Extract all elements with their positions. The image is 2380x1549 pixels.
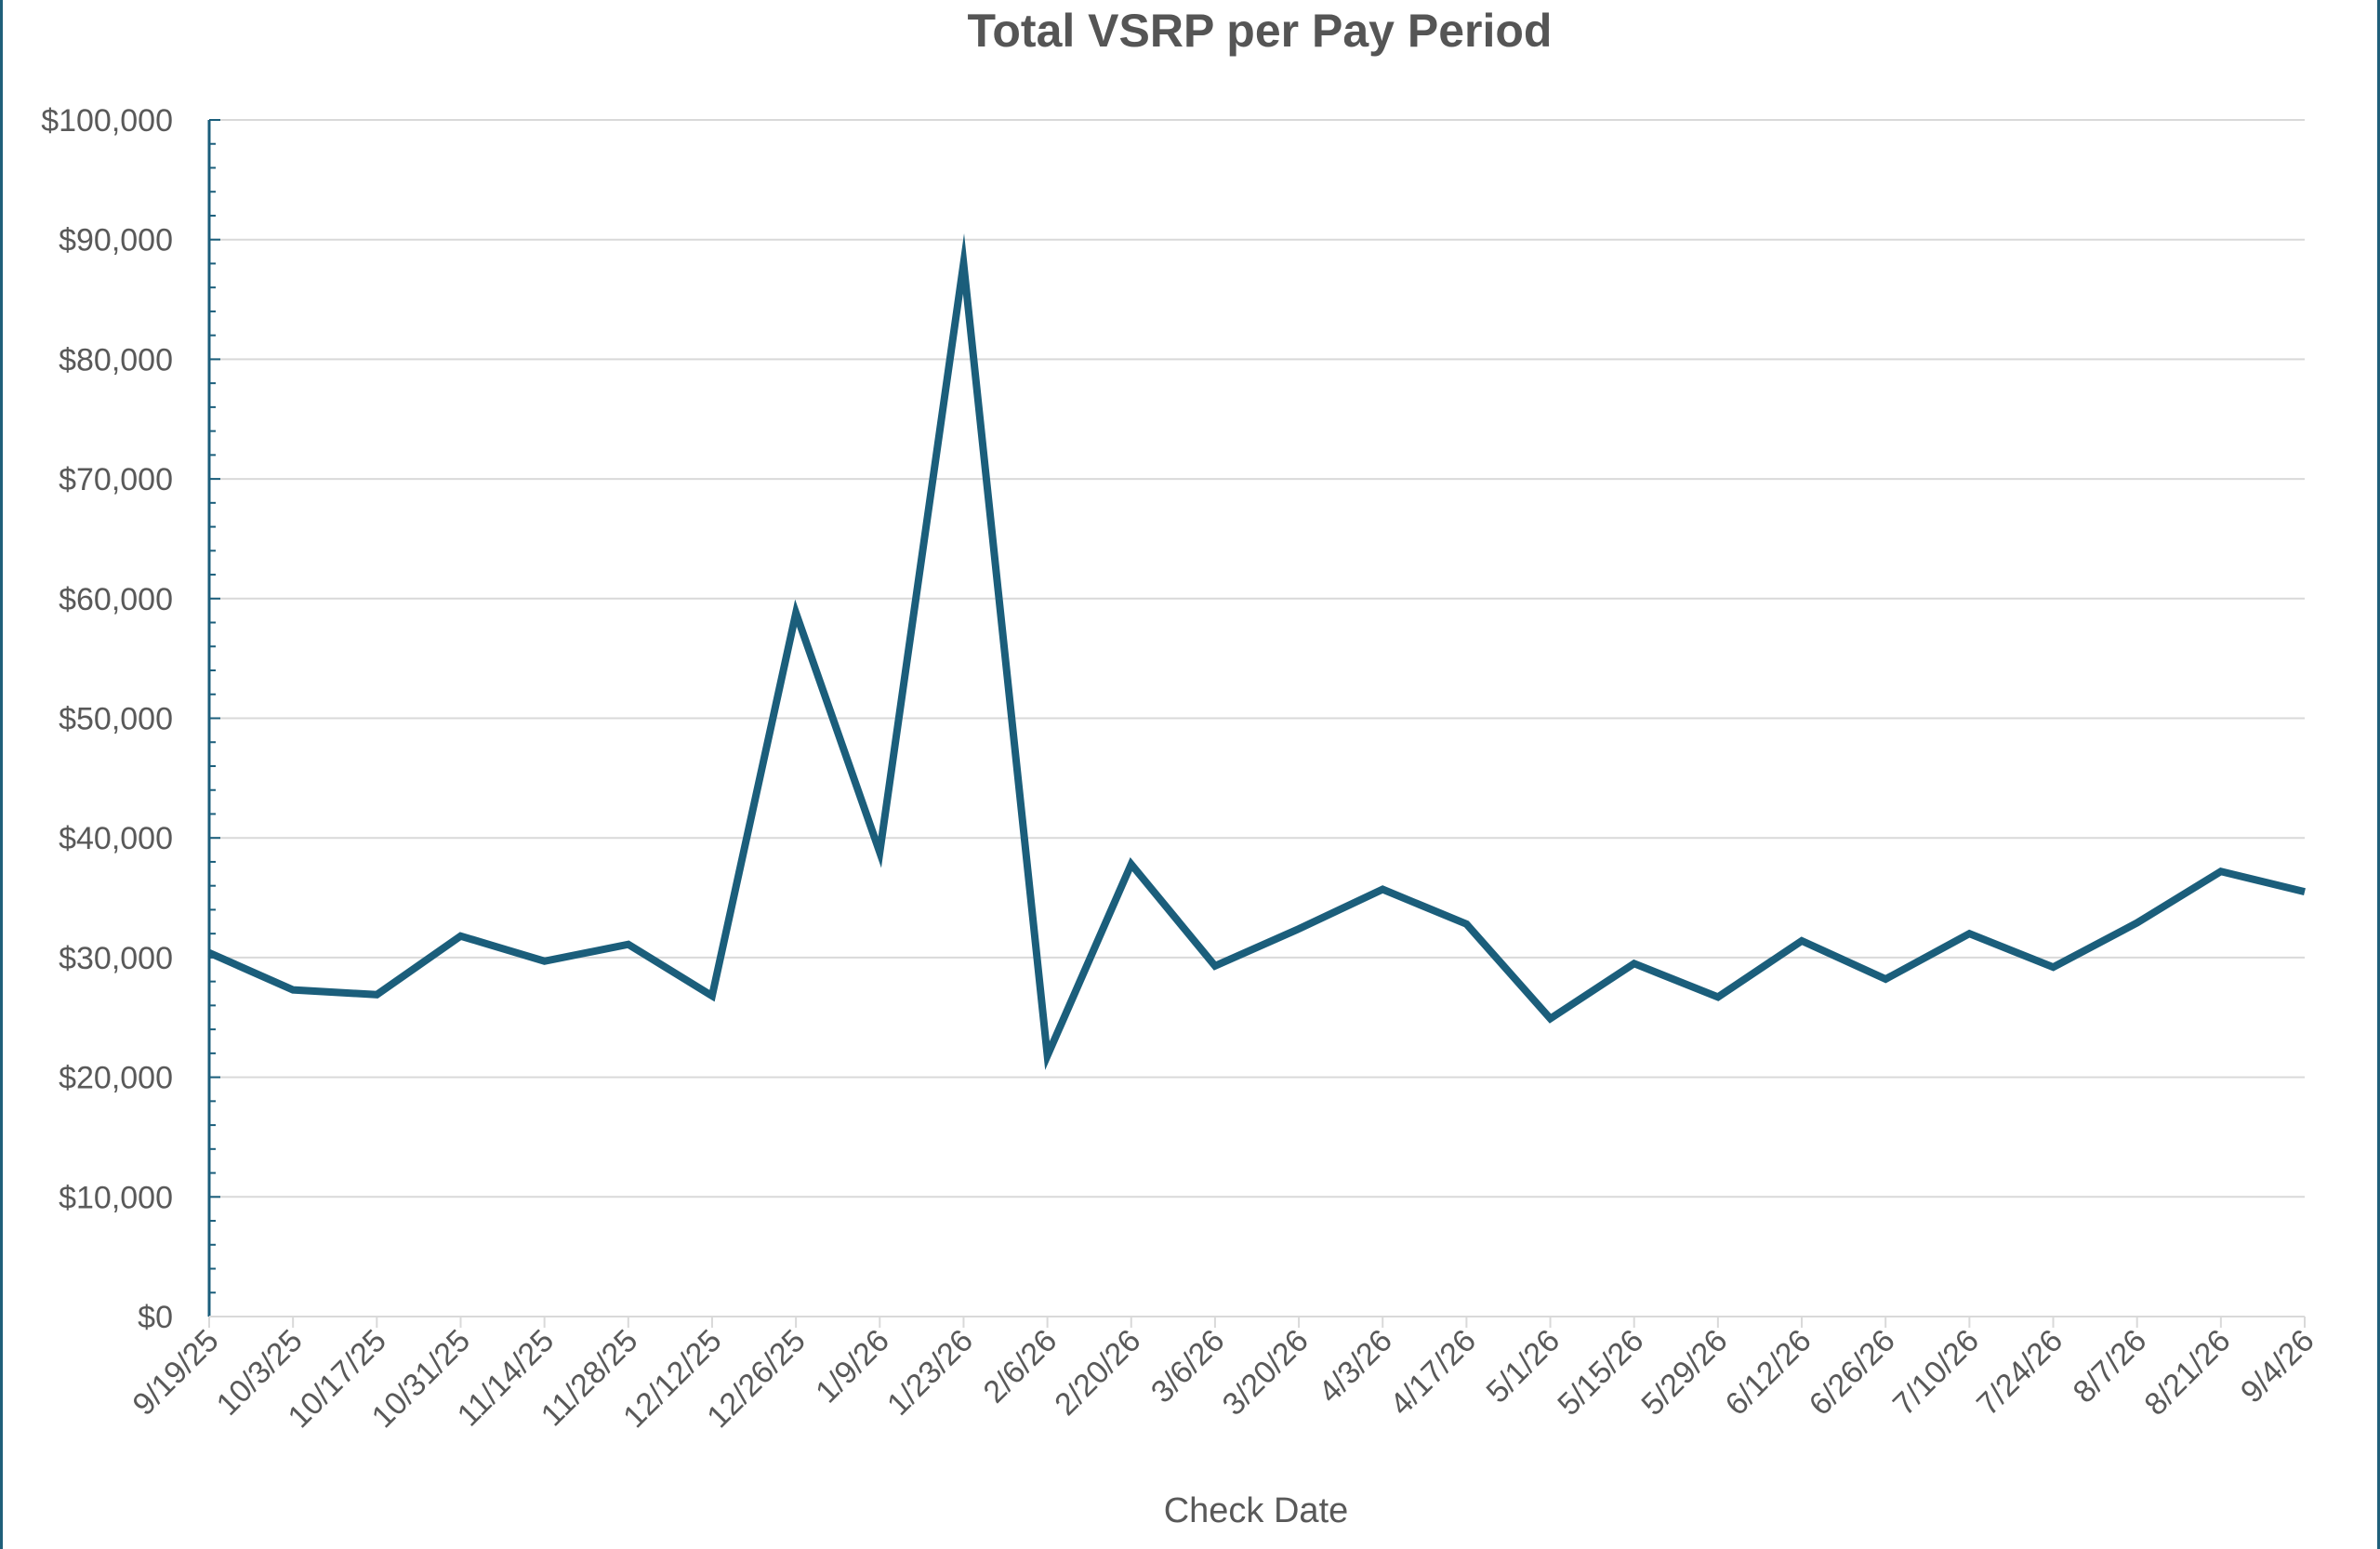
y-tick-label: $10,000 (59, 1180, 173, 1215)
y-tick-label: $60,000 (59, 582, 173, 617)
x-tick-label: 5/15/26 (1551, 1323, 1650, 1423)
y-tick-label: $50,000 (59, 702, 173, 737)
line-chart: Total VSRP per Pay Period $0 $10,000 $20,0… (41, 5, 2321, 1530)
y-tick-label: $70,000 (59, 462, 173, 497)
x-tick-label: 6/12/26 (1719, 1323, 1818, 1423)
gridlines (209, 119, 2305, 1198)
chart-title: Total VSRP per Pay Period (968, 5, 1553, 57)
y-tick-labels: $0 $10,000 $20,000 $30,000 $40,000 $50,000 $60… (41, 103, 173, 1335)
x-tick-label: 6/26/26 (1803, 1323, 1902, 1423)
x-tick-labels: 9/19/2510/3/2510/17/2510/31/2511/14/2511… (126, 1323, 2321, 1435)
x-tick-label: 1/23/26 (880, 1323, 980, 1423)
x-tick-label: 7/10/26 (1886, 1323, 1986, 1423)
y-tick-label: $80,000 (59, 342, 173, 377)
x-tick-label: 4/17/26 (1383, 1323, 1483, 1423)
y-tick-label: $30,000 (59, 941, 173, 976)
y-tick-label: $100,000 (41, 103, 173, 139)
y-tick-label: $20,000 (59, 1061, 173, 1096)
series-line (207, 232, 2306, 1070)
x-tick-label: 8/21/26 (2137, 1323, 2237, 1423)
y-tick-label: $90,000 (59, 223, 173, 258)
x-tick-label: 9/19/25 (126, 1323, 226, 1423)
x-tick-label: 5/29/26 (1634, 1323, 1734, 1423)
y-tick-label: $40,000 (59, 821, 173, 856)
y-tick-label: $0 (138, 1300, 173, 1335)
x-tick-label: 2/20/26 (1048, 1323, 1147, 1423)
series-layer (207, 232, 2306, 1070)
x-axis-title: Check Date (1164, 1491, 1349, 1530)
x-tick-label: 7/24/26 (1970, 1323, 2069, 1423)
x-tick-label: 9/4/26 (2234, 1323, 2321, 1410)
x-tick-label: 3/20/26 (1216, 1323, 1316, 1423)
axes (207, 119, 2306, 1328)
